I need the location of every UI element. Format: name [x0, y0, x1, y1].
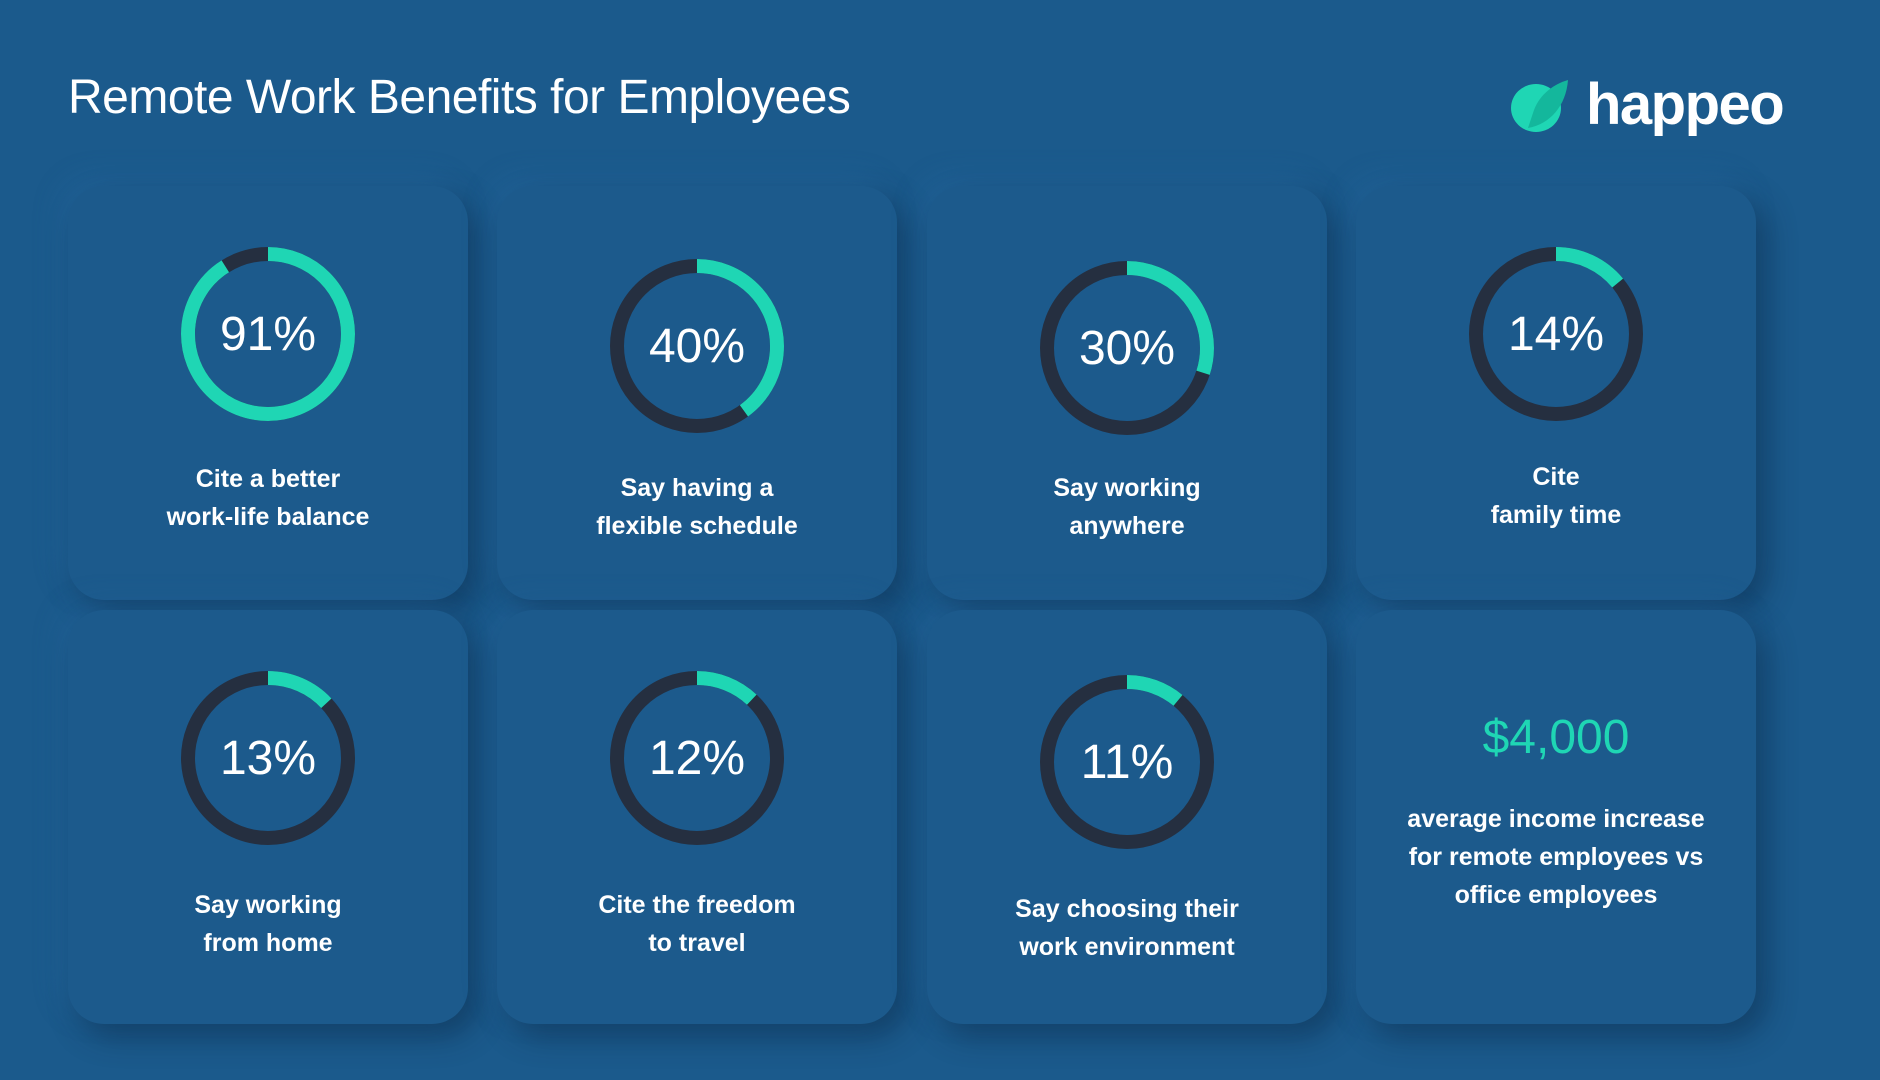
donut-chart: 13%	[178, 668, 358, 848]
donut-chart: 30%	[1037, 258, 1217, 438]
percent-label: 40%	[648, 319, 746, 373]
donut-arc	[181, 671, 355, 845]
stat-description: Cite the freedom to travel	[598, 891, 796, 957]
donut-arc	[610, 259, 784, 433]
donut-arc	[1040, 261, 1214, 435]
donut-arc	[610, 671, 784, 845]
stat-description: Say having a flexible schedule	[596, 474, 798, 540]
percent-label: 30%	[1078, 321, 1176, 375]
donut-chart: 14%	[1466, 244, 1646, 424]
stat-card: 12% Cite the freedom to travel	[497, 610, 897, 1024]
stat-card: 13% Say working from home	[68, 610, 468, 1024]
donut-svg	[1469, 247, 1643, 421]
donut-svg	[610, 259, 784, 433]
stat-card: 91% Cite a better work-life balance	[68, 186, 468, 600]
donut-chart: 12%	[607, 668, 787, 848]
donut-chart: 11%	[1037, 672, 1217, 852]
happeo-leaf-icon	[1511, 80, 1568, 132]
stat-card: 11% Say choosing their work environment	[927, 610, 1327, 1024]
income-stat-card: $4,000 average income increase for remote…	[1356, 610, 1756, 1024]
percent-label: 12%	[648, 731, 746, 785]
percent-label: 13%	[219, 731, 317, 785]
income-value: $4,000	[1482, 711, 1630, 764]
stat-description: Cite family time	[1490, 463, 1622, 529]
stat-description: Say working anywhere	[1053, 474, 1201, 540]
donut-svg	[181, 671, 355, 845]
donut-svg	[1040, 675, 1214, 849]
donut-chart: 40%	[607, 256, 787, 436]
donut-svg	[610, 671, 784, 845]
percent-label: 91%	[219, 307, 317, 361]
stat-description: Cite a better work-life balance	[166, 465, 370, 531]
stat-description: Say working from home	[194, 891, 342, 957]
percent-label: 14%	[1507, 307, 1605, 361]
logo-text: happeo	[1586, 72, 1785, 137]
donut-arc	[181, 247, 355, 421]
donut-svg	[181, 247, 355, 421]
donut-arc	[1040, 675, 1214, 849]
donut-arc	[1469, 247, 1643, 421]
donut-svg	[1040, 261, 1214, 435]
stat-description: Say choosing their work environment	[1015, 895, 1239, 961]
stat-card: 14% Cite family time	[1356, 186, 1756, 600]
percent-label: 11%	[1080, 735, 1174, 789]
income-description: average income increase for remote emplo…	[1407, 805, 1705, 909]
stat-card: 30% Say working anywhere	[927, 186, 1327, 600]
stat-card: 40% Say having a flexible schedule	[497, 186, 897, 600]
page-title: Remote Work Benefits for Employees	[68, 71, 851, 124]
donut-chart: 91%	[178, 244, 358, 424]
happeo-logo: happeo	[1510, 72, 1785, 137]
